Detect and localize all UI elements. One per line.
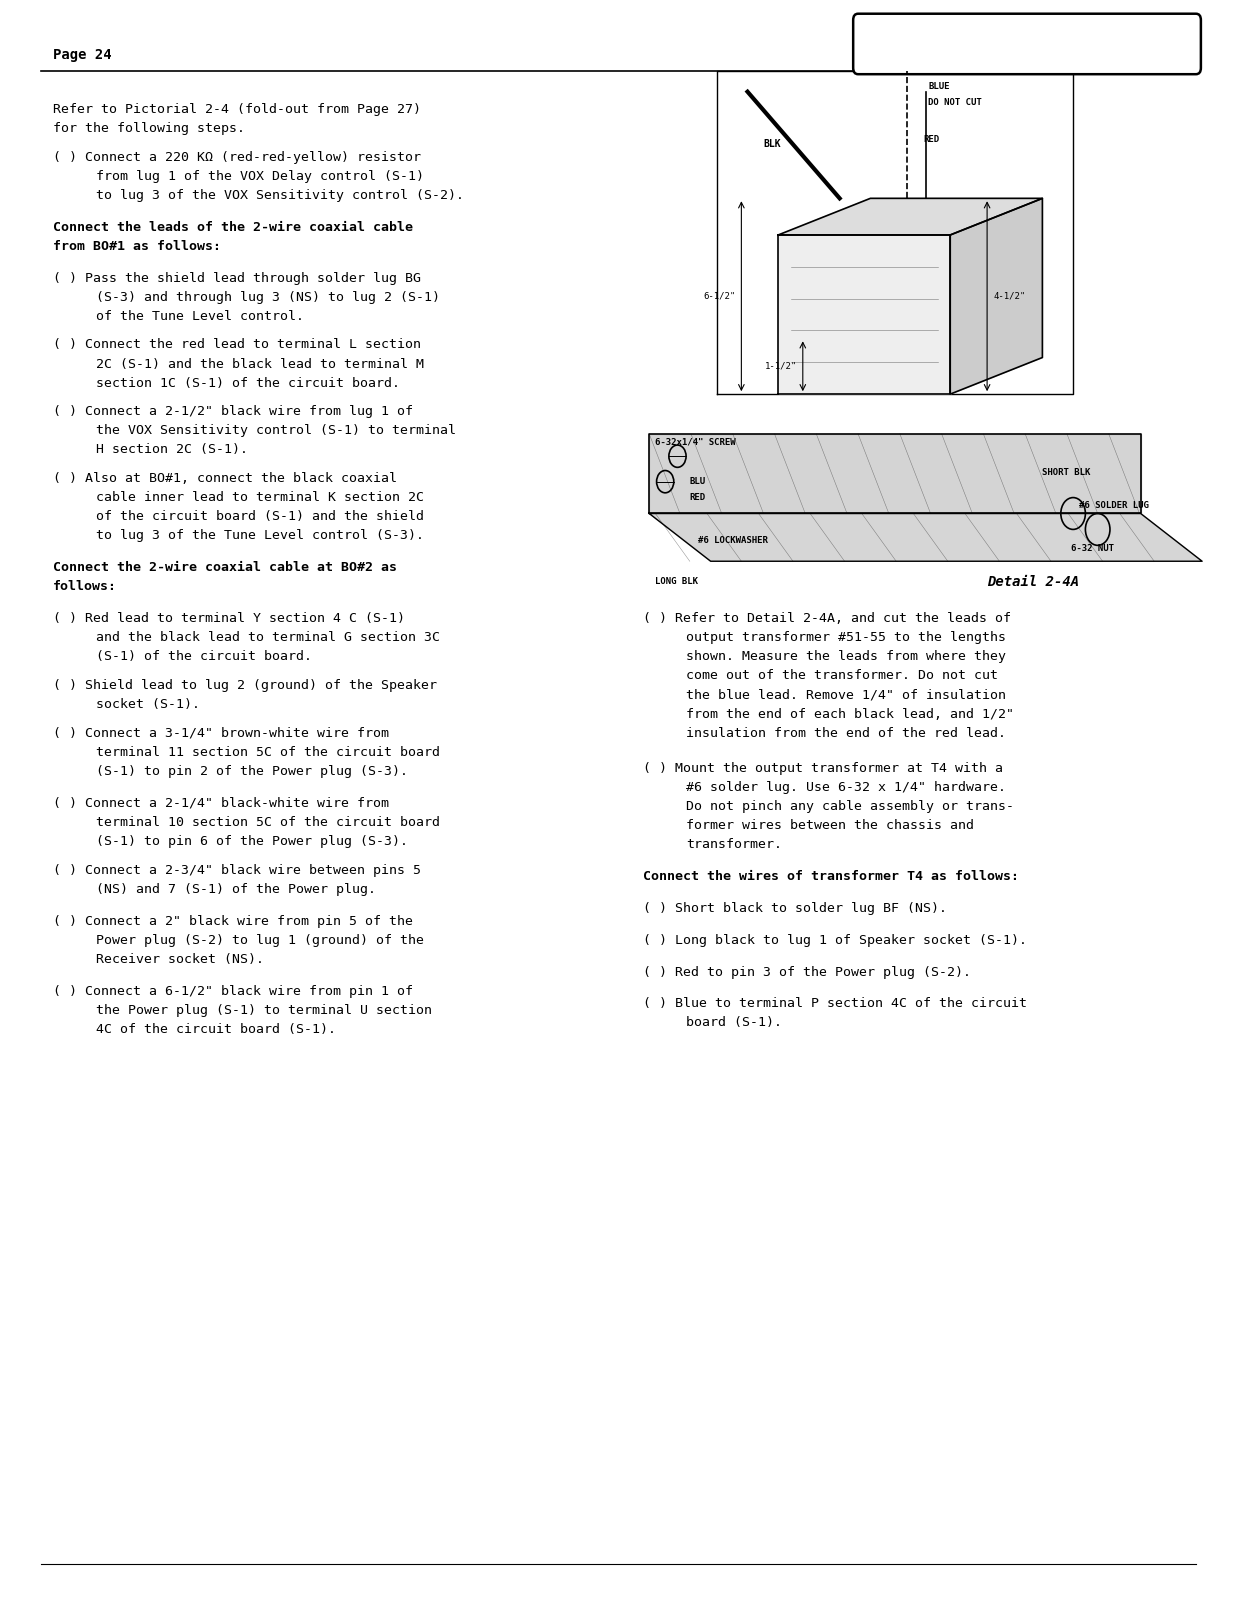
Text: (S-1) to pin 2 of the Power plug (S-3).: (S-1) to pin 2 of the Power plug (S-3). [96, 765, 408, 778]
Text: to lug 3 of the Tune Level control (S-3).: to lug 3 of the Tune Level control (S-3)… [96, 530, 424, 542]
Text: ( ) Also at BO#1, connect the black coaxial: ( ) Also at BO#1, connect the black coax… [53, 472, 397, 485]
Text: HEATHKIT: HEATHKIT [935, 37, 999, 51]
Text: (S-1) of the circuit board.: (S-1) of the circuit board. [96, 650, 312, 664]
Text: come out of the transformer. Do not cut: come out of the transformer. Do not cut [687, 669, 998, 683]
Text: the blue lead. Remove 1/4" of insulation: the blue lead. Remove 1/4" of insulation [687, 688, 1006, 701]
Text: Page 24: Page 24 [53, 48, 111, 62]
Text: 4-1/2": 4-1/2" [993, 291, 1025, 301]
Text: section 1C (S-1) of the circuit board.: section 1C (S-1) of the circuit board. [96, 376, 401, 390]
Text: Connect the wires of transformer T4 as follows:: Connect the wires of transformer T4 as f… [643, 870, 1019, 883]
Text: H section 2C (S-1).: H section 2C (S-1). [96, 443, 249, 456]
Text: output transformer #51-55 to the lengths: output transformer #51-55 to the lengths [687, 632, 1006, 645]
Text: 4C of the circuit board (S-1).: 4C of the circuit board (S-1). [96, 1022, 336, 1035]
Text: ( ) Long black to lug 1 of Speaker socket (S-1).: ( ) Long black to lug 1 of Speaker socke… [643, 934, 1027, 947]
Text: #6 LOCKWASHER: #6 LOCKWASHER [699, 536, 768, 546]
Text: insulation from the end of the red lead.: insulation from the end of the red lead. [687, 726, 1006, 739]
Text: from the end of each black lead, and 1/2": from the end of each black lead, and 1/2… [687, 707, 1014, 720]
Text: 6-1/2": 6-1/2" [703, 291, 735, 301]
Polygon shape [778, 235, 950, 394]
Text: ( ) Shield lead to lug 2 (ground) of the Speaker: ( ) Shield lead to lug 2 (ground) of the… [53, 678, 438, 693]
Polygon shape [649, 514, 1202, 562]
Text: shown. Measure the leads from where they: shown. Measure the leads from where they [687, 650, 1006, 664]
Text: 1-1/2": 1-1/2" [764, 362, 797, 371]
Text: BLU: BLU [690, 477, 706, 486]
Text: of the Tune Level control.: of the Tune Level control. [96, 310, 304, 323]
Text: Receiver socket (NS).: Receiver socket (NS). [96, 952, 265, 966]
Text: ( ) Connect a 2" black wire from pin 5 of the: ( ) Connect a 2" black wire from pin 5 o… [53, 915, 413, 928]
Text: terminal 10 section 5C of the circuit board: terminal 10 section 5C of the circuit bo… [96, 816, 440, 829]
Text: the VOX Sensitivity control (S-1) to terminal: the VOX Sensitivity control (S-1) to ter… [96, 424, 456, 437]
Text: (NS) and 7 (S-1) of the Power plug.: (NS) and 7 (S-1) of the Power plug. [96, 883, 376, 896]
Text: RED: RED [923, 134, 939, 144]
FancyBboxPatch shape [854, 14, 1201, 74]
Text: Power plug (S-2) to lug 1 (ground) of the: Power plug (S-2) to lug 1 (ground) of th… [96, 934, 424, 947]
Text: Connect the 2-wire coaxial cable at BO#2 as: Connect the 2-wire coaxial cable at BO#2… [53, 562, 397, 574]
Text: ( ) Pass the shield lead through solder lug BG: ( ) Pass the shield lead through solder … [53, 272, 422, 285]
Text: (S-3) and through lug 3 (NS) to lug 2 (S-1): (S-3) and through lug 3 (NS) to lug 2 (S… [96, 291, 440, 304]
Text: 6-32 NUT: 6-32 NUT [1071, 544, 1113, 554]
Text: BLK: BLK [763, 139, 781, 149]
Text: transformer.: transformer. [687, 838, 782, 851]
Text: ( ) Connect a 3-1/4" brown-white wire from: ( ) Connect a 3-1/4" brown-white wire fr… [53, 726, 390, 739]
Text: Do not pinch any cable assembly or trans-: Do not pinch any cable assembly or trans… [687, 800, 1014, 813]
Text: follows:: follows: [53, 581, 118, 594]
Text: ( ) Connect a 2-1/4" black-white wire from: ( ) Connect a 2-1/4" black-white wire fr… [53, 797, 390, 810]
Polygon shape [778, 198, 1043, 235]
Text: cable inner lead to terminal K section 2C: cable inner lead to terminal K section 2… [96, 491, 424, 504]
Polygon shape [649, 434, 1141, 514]
Text: ( ) Connect a 2-3/4" black wire between pins 5: ( ) Connect a 2-3/4" black wire between … [53, 864, 422, 877]
Text: former wires between the chassis and: former wires between the chassis and [687, 819, 974, 832]
Text: RED: RED [690, 493, 706, 502]
Text: ✱: ✱ [910, 37, 922, 51]
Text: 2C (S-1) and the black lead to terminal M: 2C (S-1) and the black lead to terminal … [96, 357, 424, 371]
Text: from lug 1 of the VOX Delay control (S-1): from lug 1 of the VOX Delay control (S-1… [96, 170, 424, 182]
Text: ( ) Refer to Detail 2-4A, and cut the leads of: ( ) Refer to Detail 2-4A, and cut the le… [643, 613, 1011, 626]
Text: ( ) Connect the red lead to terminal L section: ( ) Connect the red lead to terminal L s… [53, 339, 422, 352]
Text: ( ) Blue to terminal P section 4C of the circuit: ( ) Blue to terminal P section 4C of the… [643, 997, 1027, 1010]
Text: (S-1) to pin 6 of the Power plug (S-3).: (S-1) to pin 6 of the Power plug (S-3). [96, 835, 408, 848]
Text: DO NOT CUT: DO NOT CUT [928, 98, 982, 107]
Text: and the black lead to terminal G section 3C: and the black lead to terminal G section… [96, 632, 440, 645]
Text: to lug 3 of the VOX Sensitivity control (S-2).: to lug 3 of the VOX Sensitivity control … [96, 189, 464, 202]
Text: LONG BLK: LONG BLK [656, 578, 699, 587]
Text: for the following steps.: for the following steps. [53, 122, 245, 134]
Text: ( ) Mount the output transformer at T4 with a: ( ) Mount the output transformer at T4 w… [643, 762, 1003, 774]
Text: ( ) Connect a 2-1/2" black wire from lug 1 of: ( ) Connect a 2-1/2" black wire from lug… [53, 405, 413, 418]
Text: socket (S-1).: socket (S-1). [96, 698, 200, 710]
Text: Connect the leads of the 2-wire coaxial cable: Connect the leads of the 2-wire coaxial … [53, 221, 413, 234]
Text: #6 SOLDER LUG: #6 SOLDER LUG [1079, 501, 1149, 510]
Text: Detail 2-4A: Detail 2-4A [987, 574, 1079, 589]
Polygon shape [950, 198, 1043, 394]
Text: #6 solder lug. Use 6-32 x 1/4" hardware.: #6 solder lug. Use 6-32 x 1/4" hardware. [687, 781, 1006, 794]
Text: ( ) Red to pin 3 of the Power plug (S-2).: ( ) Red to pin 3 of the Power plug (S-2)… [643, 965, 971, 979]
Text: ( ) Connect a 6-1/2" black wire from pin 1 of: ( ) Connect a 6-1/2" black wire from pin… [53, 984, 413, 998]
Text: terminal 11 section 5C of the circuit board: terminal 11 section 5C of the circuit bo… [96, 746, 440, 758]
Text: board (S-1).: board (S-1). [687, 1016, 782, 1029]
Text: 6-32x1/4" SCREW: 6-32x1/4" SCREW [656, 437, 736, 446]
Text: BLUE: BLUE [928, 83, 950, 91]
Text: SHORT BLK: SHORT BLK [1043, 467, 1091, 477]
Text: ( ) Connect a 220 KΩ (red-red-yellow) resistor: ( ) Connect a 220 KΩ (red-red-yellow) re… [53, 150, 422, 163]
Text: Refer to Pictorial 2-4 (fold-out from Page 27): Refer to Pictorial 2-4 (fold-out from Pa… [53, 102, 422, 115]
Text: the Power plug (S-1) to terminal U section: the Power plug (S-1) to terminal U secti… [96, 1003, 432, 1016]
Text: of the circuit board (S-1) and the shield: of the circuit board (S-1) and the shiel… [96, 510, 424, 523]
Text: ( ) Red lead to terminal Y section 4 C (S-1): ( ) Red lead to terminal Y section 4 C (… [53, 613, 406, 626]
Text: from BO#1 as follows:: from BO#1 as follows: [53, 240, 221, 253]
Text: ( ) Short black to solder lug BF (NS).: ( ) Short black to solder lug BF (NS). [643, 902, 948, 915]
